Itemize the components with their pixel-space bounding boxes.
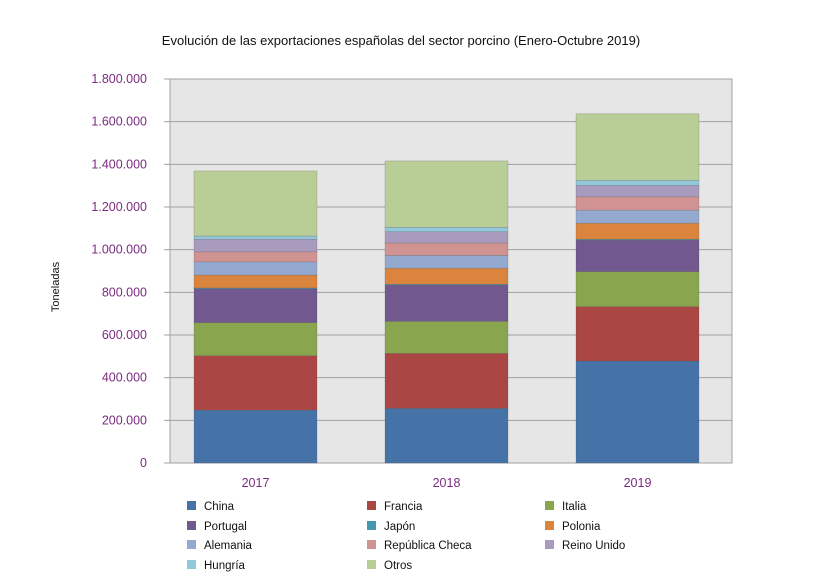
- legend-item: Polonia: [562, 521, 601, 533]
- y-tick-label: 800.000: [102, 285, 147, 299]
- bar-segment-italia-2018: [384, 321, 509, 354]
- bar-segment-hungría-2018: [384, 226, 509, 233]
- chart-title: Evolución de las exportaciones españolas…: [162, 33, 640, 48]
- y-tick-label: 200.000: [102, 413, 147, 427]
- legend-swatch: [187, 540, 196, 549]
- bar-segment-portugal-2017: [193, 288, 318, 323]
- bar-segment-reino-unido-2017: [193, 238, 318, 253]
- bar-segment-reino-unido-2018: [384, 231, 509, 244]
- y-tick-label: 400.000: [102, 371, 147, 385]
- bar-segment-otros-2018: [384, 160, 509, 228]
- bar-segment-polonia-2017: [193, 274, 318, 289]
- legend-item: Portugal: [204, 521, 247, 533]
- legend-item: Japón: [384, 521, 415, 533]
- bar-segment-alemania-2019: [575, 209, 700, 224]
- x-tick-label: 2017: [242, 476, 270, 490]
- bar-segment-otros-2019: [575, 113, 700, 181]
- legend-swatch: [545, 521, 554, 530]
- bar-segment-polonia-2018: [384, 267, 509, 285]
- legend-item: Hungría: [204, 560, 246, 572]
- y-tick-label: 1.400.000: [91, 157, 147, 171]
- legend-item: Italia: [562, 501, 587, 513]
- bar-segment-francia-2017: [193, 355, 318, 411]
- legend-swatch: [367, 501, 376, 510]
- bar-segment-portugal-2018: [384, 284, 509, 322]
- bar-segment-otros-2017: [193, 170, 318, 237]
- legend-item: Alemania: [204, 540, 253, 552]
- legend-item: República Checa: [384, 540, 472, 552]
- y-tick-label: 0: [140, 456, 147, 470]
- legend-swatch: [187, 560, 196, 569]
- bar-segment-hungría-2017: [193, 235, 318, 240]
- bar-segment-alemania-2018: [384, 255, 509, 269]
- legend-item: Otros: [384, 560, 412, 572]
- y-tick-label: 1.600.000: [91, 115, 147, 129]
- x-tick-label: 2019: [624, 476, 652, 490]
- legend-item: Reino Unido: [562, 540, 625, 552]
- bar-segment-francia-2019: [575, 306, 700, 362]
- y-tick-label: 1.200.000: [91, 200, 147, 214]
- y-tick-label: 1.000.000: [91, 243, 147, 257]
- legend-item: Francia: [384, 501, 423, 513]
- y-axis-label: Toneladas: [50, 261, 62, 312]
- legend-swatch: [367, 560, 376, 569]
- bar-segment-reino-unido-2019: [575, 185, 700, 198]
- y-tick-label: 600.000: [102, 328, 147, 342]
- bar-segment-alemania-2017: [193, 261, 318, 276]
- bar-segment-francia-2018: [384, 353, 509, 409]
- legend-swatch: [545, 501, 554, 510]
- bar-segment-italia-2017: [193, 322, 318, 356]
- bar-segment-república-checa-2018: [384, 242, 509, 256]
- legend-swatch: [187, 501, 196, 510]
- bar-segment-hungría-2019: [575, 180, 700, 186]
- bar-segment-polonia-2019: [575, 222, 700, 240]
- bar-segment-portugal-2019: [575, 239, 700, 272]
- legend-swatch: [367, 540, 376, 549]
- bar-segment-república-checa-2019: [575, 196, 700, 211]
- x-tick-label: 2018: [433, 476, 461, 490]
- y-tick-label: 1.800.000: [91, 72, 147, 86]
- bar-segment-italia-2019: [575, 271, 700, 307]
- bar-segment-república-checa-2017: [193, 251, 318, 263]
- bar-segment-china-2018: [384, 408, 509, 464]
- legend-swatch: [187, 521, 196, 530]
- legend-swatch: [545, 540, 554, 549]
- legend-swatch: [367, 521, 376, 530]
- bar-segment-china-2019: [575, 360, 700, 464]
- bar-segment-china-2017: [193, 409, 318, 464]
- legend-item: China: [204, 501, 235, 513]
